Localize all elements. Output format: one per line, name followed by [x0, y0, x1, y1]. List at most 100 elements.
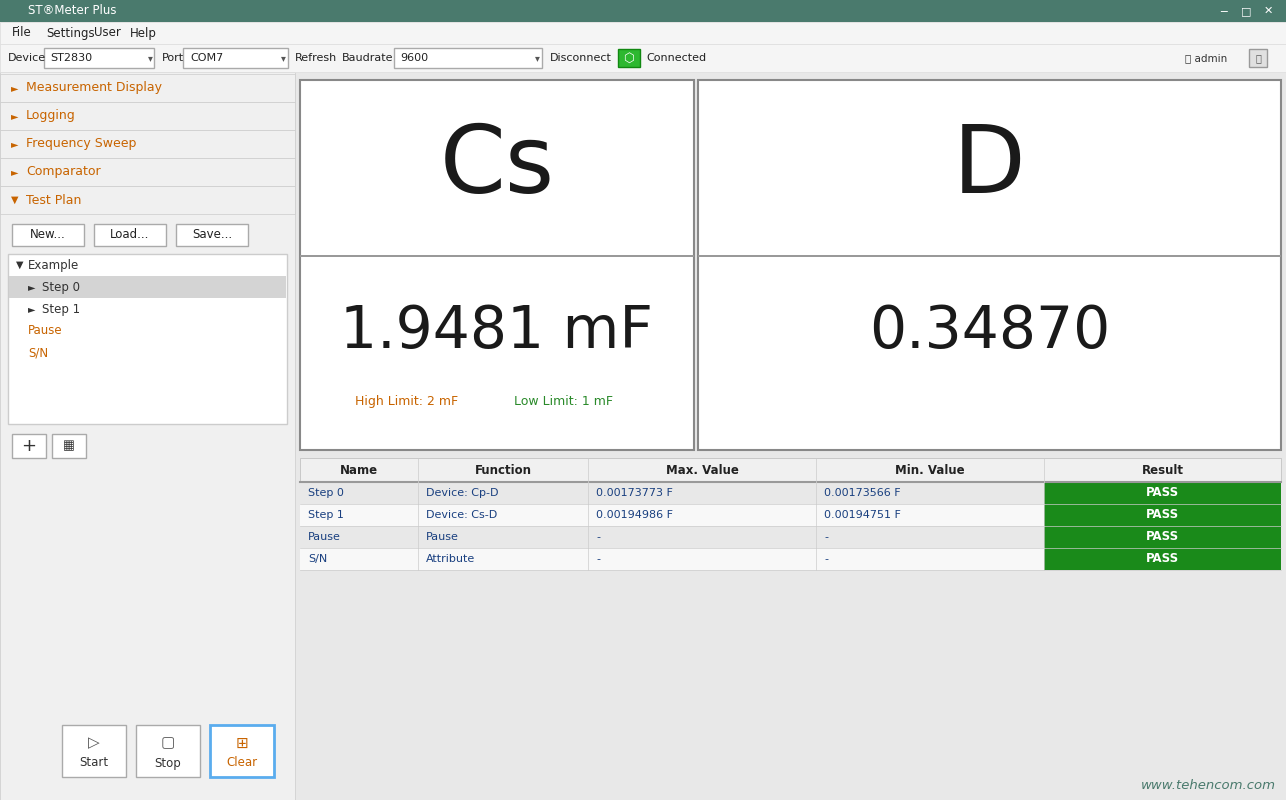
Bar	[0, 44, 1286, 72]
Text: ⬡: ⬡	[624, 51, 634, 65]
Text: ▦: ▦	[63, 439, 75, 453]
Text: ▼: ▼	[15, 260, 23, 270]
Text: Logging: Logging	[26, 110, 76, 122]
Text: Min. Value: Min. Value	[895, 463, 964, 477]
Text: Low Limit: 1 mF: Low Limit: 1 mF	[514, 395, 613, 408]
Text: 0.34870: 0.34870	[869, 303, 1110, 360]
Text: Attribute: Attribute	[426, 554, 476, 564]
Bar	[176, 224, 248, 246]
Text: Save...: Save...	[192, 229, 231, 242]
Text: PASS: PASS	[1146, 530, 1179, 543]
Text: Cs: Cs	[440, 121, 554, 213]
Bar	[1044, 548, 1281, 570]
Text: Port: Port	[162, 53, 184, 63]
Text: 🔒: 🔒	[1255, 53, 1262, 63]
Text: High Limit: 2 mF: High Limit: 2 mF	[355, 395, 458, 408]
Text: ▾: ▾	[282, 53, 285, 63]
Bar	[300, 482, 1044, 504]
Bar	[698, 255, 1281, 257]
Text: Help: Help	[130, 26, 157, 39]
Text: ►: ►	[28, 304, 36, 314]
Bar	[210, 725, 274, 777]
Text: Start: Start	[80, 757, 108, 770]
Text: PASS: PASS	[1146, 553, 1179, 566]
Text: New...: New...	[30, 229, 66, 242]
Text: 0.00173773 F: 0.00173773 F	[595, 488, 673, 498]
Text: Device: Device	[8, 53, 46, 63]
Bar	[0, 0, 1286, 22]
Bar	[44, 48, 154, 68]
Bar	[0, 102, 294, 130]
Bar	[9, 276, 285, 298]
Text: Measurement Display: Measurement Display	[26, 82, 162, 94]
Text: ►: ►	[12, 111, 18, 121]
Bar	[300, 526, 1044, 548]
Text: Device: Cp-D: Device: Cp-D	[426, 488, 499, 498]
Text: ST2830: ST2830	[50, 53, 93, 63]
Text: Pause: Pause	[28, 325, 63, 338]
Text: 9600: 9600	[400, 53, 428, 63]
Text: -: -	[824, 554, 828, 564]
Bar	[0, 72, 294, 800]
Text: Device: Cs-D: Device: Cs-D	[426, 510, 498, 520]
Text: ▷: ▷	[89, 735, 100, 750]
Text: Comparator: Comparator	[26, 166, 100, 178]
Bar	[12, 434, 46, 458]
Text: Settings: Settings	[46, 26, 95, 39]
Text: S/N: S/N	[309, 554, 327, 564]
Bar	[51, 434, 86, 458]
Bar	[0, 74, 294, 102]
Text: ▢: ▢	[161, 735, 175, 750]
Text: Baudrate: Baudrate	[342, 53, 394, 63]
Text: PASS: PASS	[1146, 509, 1179, 522]
Bar	[300, 458, 1281, 482]
Text: ▼: ▼	[12, 195, 18, 205]
Text: D: D	[953, 121, 1026, 213]
Text: ►: ►	[12, 139, 18, 149]
Text: Step 1: Step 1	[42, 302, 80, 315]
Text: ─: ─	[1220, 6, 1227, 16]
Text: Step 0: Step 0	[309, 488, 343, 498]
Bar	[619, 49, 640, 67]
Text: ⊞: ⊞	[235, 735, 248, 750]
Text: Name: Name	[340, 463, 378, 477]
Text: Clear: Clear	[226, 757, 257, 770]
Bar	[0, 186, 294, 214]
Bar	[300, 504, 1044, 526]
Text: Disconnect: Disconnect	[550, 53, 612, 63]
Text: 0.00194751 F: 0.00194751 F	[824, 510, 901, 520]
Bar	[183, 48, 288, 68]
Text: Pause: Pause	[309, 532, 341, 542]
Text: ►: ►	[28, 282, 36, 292]
Bar	[300, 80, 694, 450]
Bar	[62, 725, 126, 777]
Text: -: -	[824, 532, 828, 542]
Bar	[12, 224, 84, 246]
Text: Load...: Load...	[111, 229, 149, 242]
Text: 0.00194986 F: 0.00194986 F	[595, 510, 673, 520]
Text: ▾: ▾	[148, 53, 153, 63]
Bar	[94, 224, 166, 246]
Bar	[300, 548, 1044, 570]
Text: Test Plan: Test Plan	[26, 194, 81, 206]
Text: Pause: Pause	[426, 532, 459, 542]
Bar	[0, 130, 294, 158]
Text: PASS: PASS	[1146, 486, 1179, 499]
Bar	[1044, 482, 1281, 504]
Bar	[1249, 49, 1267, 67]
Text: ▾: ▾	[535, 53, 540, 63]
Text: Max. Value: Max. Value	[666, 463, 738, 477]
Text: Connected: Connected	[646, 53, 706, 63]
Text: S/N: S/N	[28, 346, 48, 359]
Text: User: User	[94, 26, 121, 39]
Bar	[0, 158, 294, 186]
Text: Step 1: Step 1	[309, 510, 343, 520]
Text: Step 0: Step 0	[42, 281, 80, 294]
Bar	[394, 48, 541, 68]
Bar	[0, 22, 1286, 44]
Text: COM7: COM7	[190, 53, 224, 63]
Text: ST®Meter Plus: ST®Meter Plus	[28, 5, 117, 18]
Text: -: -	[595, 554, 601, 564]
Text: 👤 admin: 👤 admin	[1184, 53, 1227, 63]
Text: Frequency Sweep: Frequency Sweep	[26, 138, 136, 150]
